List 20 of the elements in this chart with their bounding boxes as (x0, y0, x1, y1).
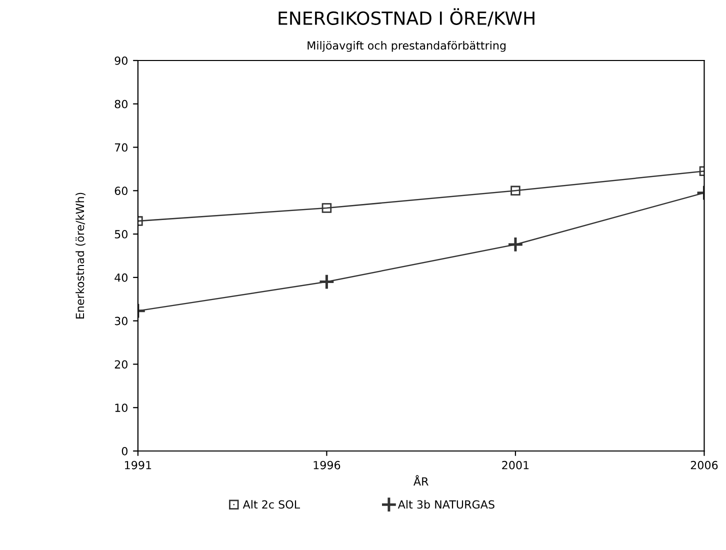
chart-subtitle: Miljöavgift och prestandaförbättring (308, 41, 506, 52)
y-tick-label: 30 (114, 316, 128, 326)
chart-title: ENERGIKOSTNAD I ÖRE/KWH (278, 8, 534, 26)
y-axis-title: Enerkostnad (öre/kWh) (76, 192, 86, 319)
y-tick-label: 70 (114, 143, 128, 152)
y-tick-label: 20 (114, 360, 128, 369)
y-tick-label: 80 (114, 100, 128, 108)
x-tick-label: 1996 (314, 460, 340, 470)
y-tick-label: 40 (114, 273, 128, 282)
y-tick-label: 50 (114, 230, 128, 238)
y-tick-label: 90 (114, 56, 128, 65)
legend-label: Alt 3b NATURGAS (398, 500, 494, 509)
legend-label: Alt 2c SOL (242, 500, 300, 509)
y-tick-label: 0 (122, 446, 128, 456)
x-tick-label: 2006 (690, 460, 718, 470)
x-axis-title: ÅR (414, 475, 428, 486)
y-tick-label: 60 (114, 186, 128, 196)
y-tick-label: 10 (115, 404, 128, 412)
x-tick-label: 1991 (125, 460, 152, 470)
x-tick-label: 2001 (502, 460, 529, 470)
